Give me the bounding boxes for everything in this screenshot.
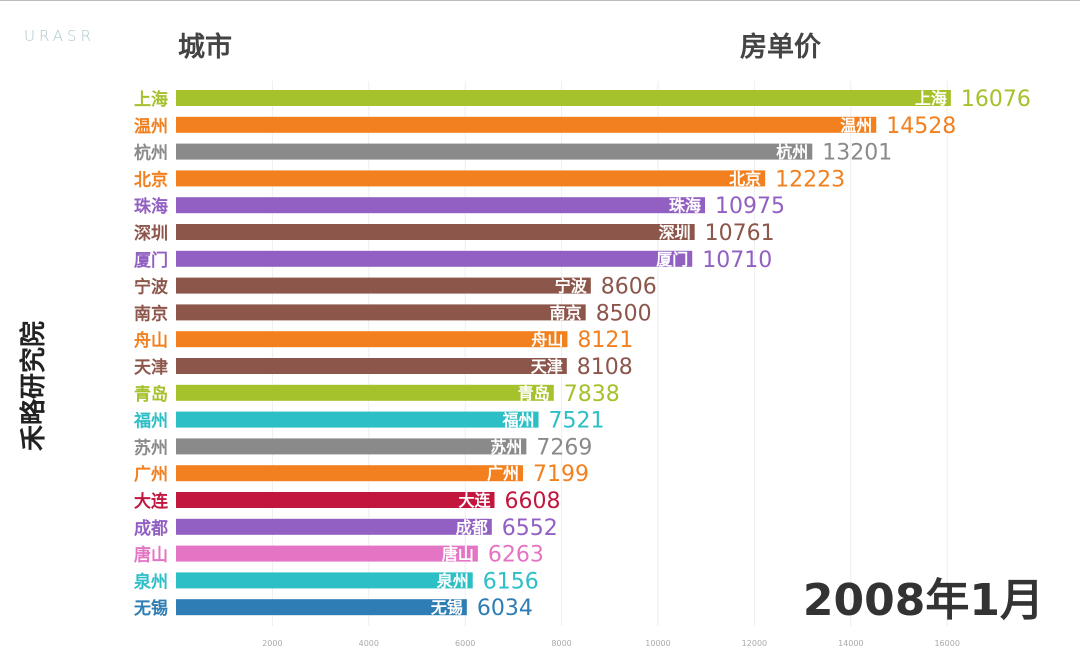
bar-inner-label: 杭州 (776, 143, 808, 162)
category-label: 杭州 (134, 143, 168, 164)
category-label: 舟山 (134, 330, 168, 351)
value-label: 13201 (822, 141, 892, 166)
bar (176, 277, 591, 294)
category-label: 无锡 (133, 598, 168, 619)
value-label: 7838 (564, 382, 620, 407)
value-label: 6156 (483, 569, 539, 594)
value-label: 8606 (601, 275, 657, 300)
value-label: 6034 (477, 596, 533, 621)
bar (176, 384, 554, 401)
bar-inner-label: 上海 (915, 89, 947, 108)
category-label: 福州 (133, 411, 168, 432)
city-column-header: 城市 (178, 32, 232, 63)
urasr-logo: URASR (24, 27, 95, 45)
category-label: 厦门 (134, 250, 168, 271)
category-label: 南京 (134, 303, 168, 324)
bar-inner-label: 无锡 (430, 598, 463, 617)
bar-inner-label: 广州 (487, 464, 519, 483)
category-label: 苏州 (134, 437, 168, 458)
bar-inner-label: 舟山 (531, 330, 563, 349)
bar (176, 492, 495, 508)
category-label: 广州 (134, 464, 168, 485)
bar-inner-label: 福州 (501, 411, 534, 430)
value-label: 12223 (775, 167, 845, 192)
bar (176, 518, 492, 535)
bar-inner-label: 温州 (839, 116, 872, 135)
value-label: 8121 (577, 328, 633, 353)
value-label: 7199 (533, 462, 589, 487)
category-label: 青岛 (134, 384, 168, 405)
price-column-header: 房单价 (740, 32, 821, 63)
value-label: 8500 (596, 301, 652, 326)
x-tick-label: 16000 (934, 639, 959, 648)
value-label: 10761 (705, 221, 775, 246)
bar (176, 250, 693, 267)
bar (176, 545, 478, 562)
category-label: 宁波 (134, 277, 169, 298)
bar (176, 599, 467, 616)
bar (176, 143, 813, 160)
date-label: 2008年1月 (802, 575, 1044, 626)
bar-inner-label: 苏州 (490, 437, 522, 456)
value-label: 7269 (536, 435, 592, 460)
bar-inner-label: 南京 (550, 303, 582, 322)
category-label: 温州 (134, 117, 168, 137)
bar (176, 331, 568, 348)
x-tick-label: 8000 (551, 639, 571, 648)
bar (176, 116, 877, 133)
bar-inner-label: 宁波 (555, 277, 588, 296)
category-label: 上海 (134, 89, 168, 110)
bar (176, 411, 539, 428)
value-label: 6552 (502, 516, 558, 541)
bar-inner-label: 深圳 (659, 223, 691, 242)
value-label: 14528 (886, 114, 956, 139)
bar (176, 438, 527, 455)
bar (176, 197, 705, 214)
category-label: 北京 (134, 169, 168, 190)
value-label: 10710 (702, 248, 772, 273)
bar-inner-label: 天津 (531, 357, 563, 376)
value-label: 10975 (715, 194, 785, 219)
bar-inner-label: 泉州 (437, 571, 469, 590)
category-label: 成都 (134, 518, 168, 539)
bar-inner-label: 珠海 (669, 196, 701, 215)
x-tick-label: 10000 (645, 639, 670, 648)
category-label: 泉州 (133, 571, 168, 592)
category-label: 天津 (134, 357, 168, 378)
bar (176, 304, 586, 321)
value-label: 6608 (505, 489, 561, 514)
category-label: 唐山 (134, 545, 168, 566)
bar (176, 572, 473, 589)
bar-inner-label: 北京 (729, 169, 761, 188)
x-tick-label: 2000 (262, 639, 282, 648)
bar-inner-label: 青岛 (518, 384, 550, 403)
category-label: 深圳 (134, 223, 168, 244)
x-tick-label: 6000 (455, 639, 475, 648)
bar (176, 358, 567, 374)
value-label: 7521 (549, 409, 605, 434)
category-label: 珠海 (134, 196, 168, 217)
x-tick-label: 12000 (742, 639, 767, 648)
bar-inner-label: 成都 (456, 518, 488, 537)
bar-inner-label: 大连 (458, 491, 491, 510)
bar (176, 224, 695, 240)
x-tick-label: 14000 (838, 639, 863, 648)
bar-inner-label: 厦门 (656, 250, 688, 269)
bar (176, 90, 951, 106)
bar (176, 170, 766, 187)
value-label: 6263 (488, 543, 544, 568)
value-label: 8108 (577, 355, 633, 380)
x-tick-label: 4000 (359, 639, 379, 648)
category-label: 大连 (134, 491, 169, 512)
value-label: 16076 (961, 87, 1031, 112)
bar-inner-label: 唐山 (442, 545, 474, 564)
bar (176, 465, 523, 482)
